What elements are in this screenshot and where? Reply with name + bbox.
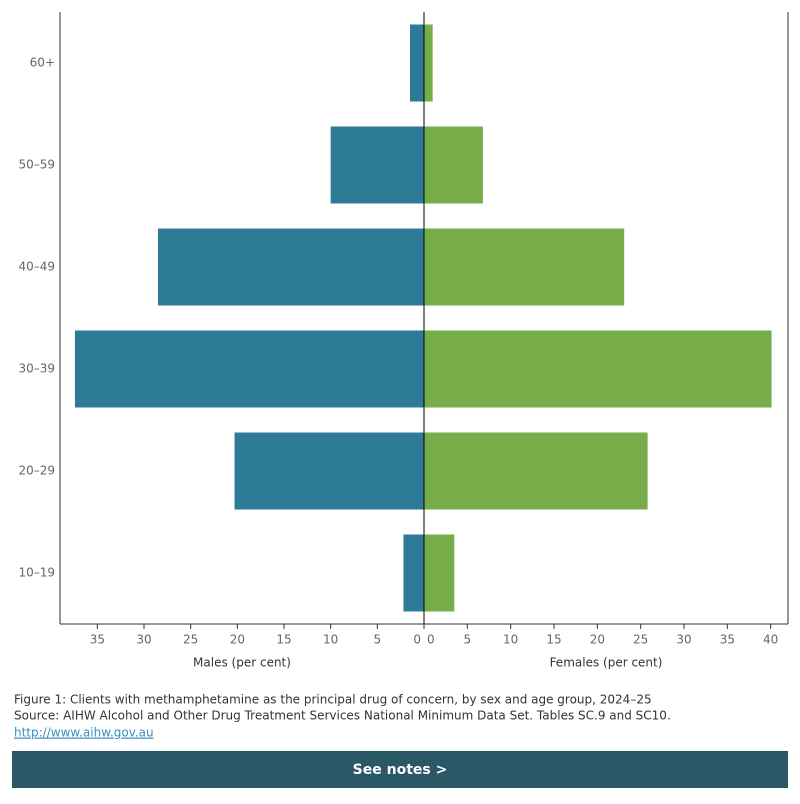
- bar: [158, 228, 424, 306]
- bar: [424, 126, 483, 204]
- x-tick-label: 10: [323, 633, 338, 647]
- x-tick-label: 20: [590, 633, 605, 647]
- y-tick-label: 60+: [30, 56, 55, 70]
- see-notes-button[interactable]: [12, 751, 788, 788]
- bar: [330, 126, 424, 204]
- x-tick-label: 15: [276, 633, 291, 647]
- bar: [424, 228, 625, 306]
- bar: [424, 432, 648, 510]
- x-tick-label: 5: [464, 633, 472, 647]
- see-notes-label[interactable]: See notes >: [353, 762, 448, 778]
- bar: [424, 534, 455, 612]
- bar: [410, 24, 424, 102]
- bar: [74, 330, 424, 408]
- y-tick-label: 40–49: [18, 260, 55, 274]
- x-tick-label: 0: [427, 633, 435, 647]
- bar: [424, 24, 433, 102]
- x-tick-label: 10: [503, 633, 518, 647]
- y-tick-label: 10–19: [18, 566, 55, 580]
- x-tick-label: 35: [720, 633, 735, 647]
- x-tick-label: 30: [676, 633, 691, 647]
- y-tick-label: 50–59: [18, 158, 55, 172]
- source: Source: AIHW Alcohol and Other Drug Trea…: [14, 709, 671, 723]
- x-tick-label: 40: [763, 633, 778, 647]
- x-axis-label: Males (per cent): [193, 656, 291, 670]
- x-tick-label: 35: [90, 633, 105, 647]
- x-tick-label: 25: [183, 633, 198, 647]
- x-tick-label: 0: [413, 633, 421, 647]
- x-tick-label: 30: [136, 633, 151, 647]
- bar: [403, 534, 424, 612]
- y-tick-label: 20–29: [18, 464, 55, 478]
- link[interactable]: http://www.aihw.gov.au: [14, 726, 154, 740]
- caption: Figure 1: Clients with methamphetamine a…: [14, 693, 652, 707]
- x-axis-label: Females (per cent): [550, 656, 663, 670]
- x-tick-label: 20: [230, 633, 245, 647]
- x-tick-label: 25: [633, 633, 648, 647]
- x-tick-label: 5: [374, 633, 382, 647]
- x-tick-label: 15: [546, 633, 561, 647]
- bar: [234, 432, 424, 510]
- y-tick-label: 30–39: [18, 362, 55, 376]
- bar: [424, 330, 772, 408]
